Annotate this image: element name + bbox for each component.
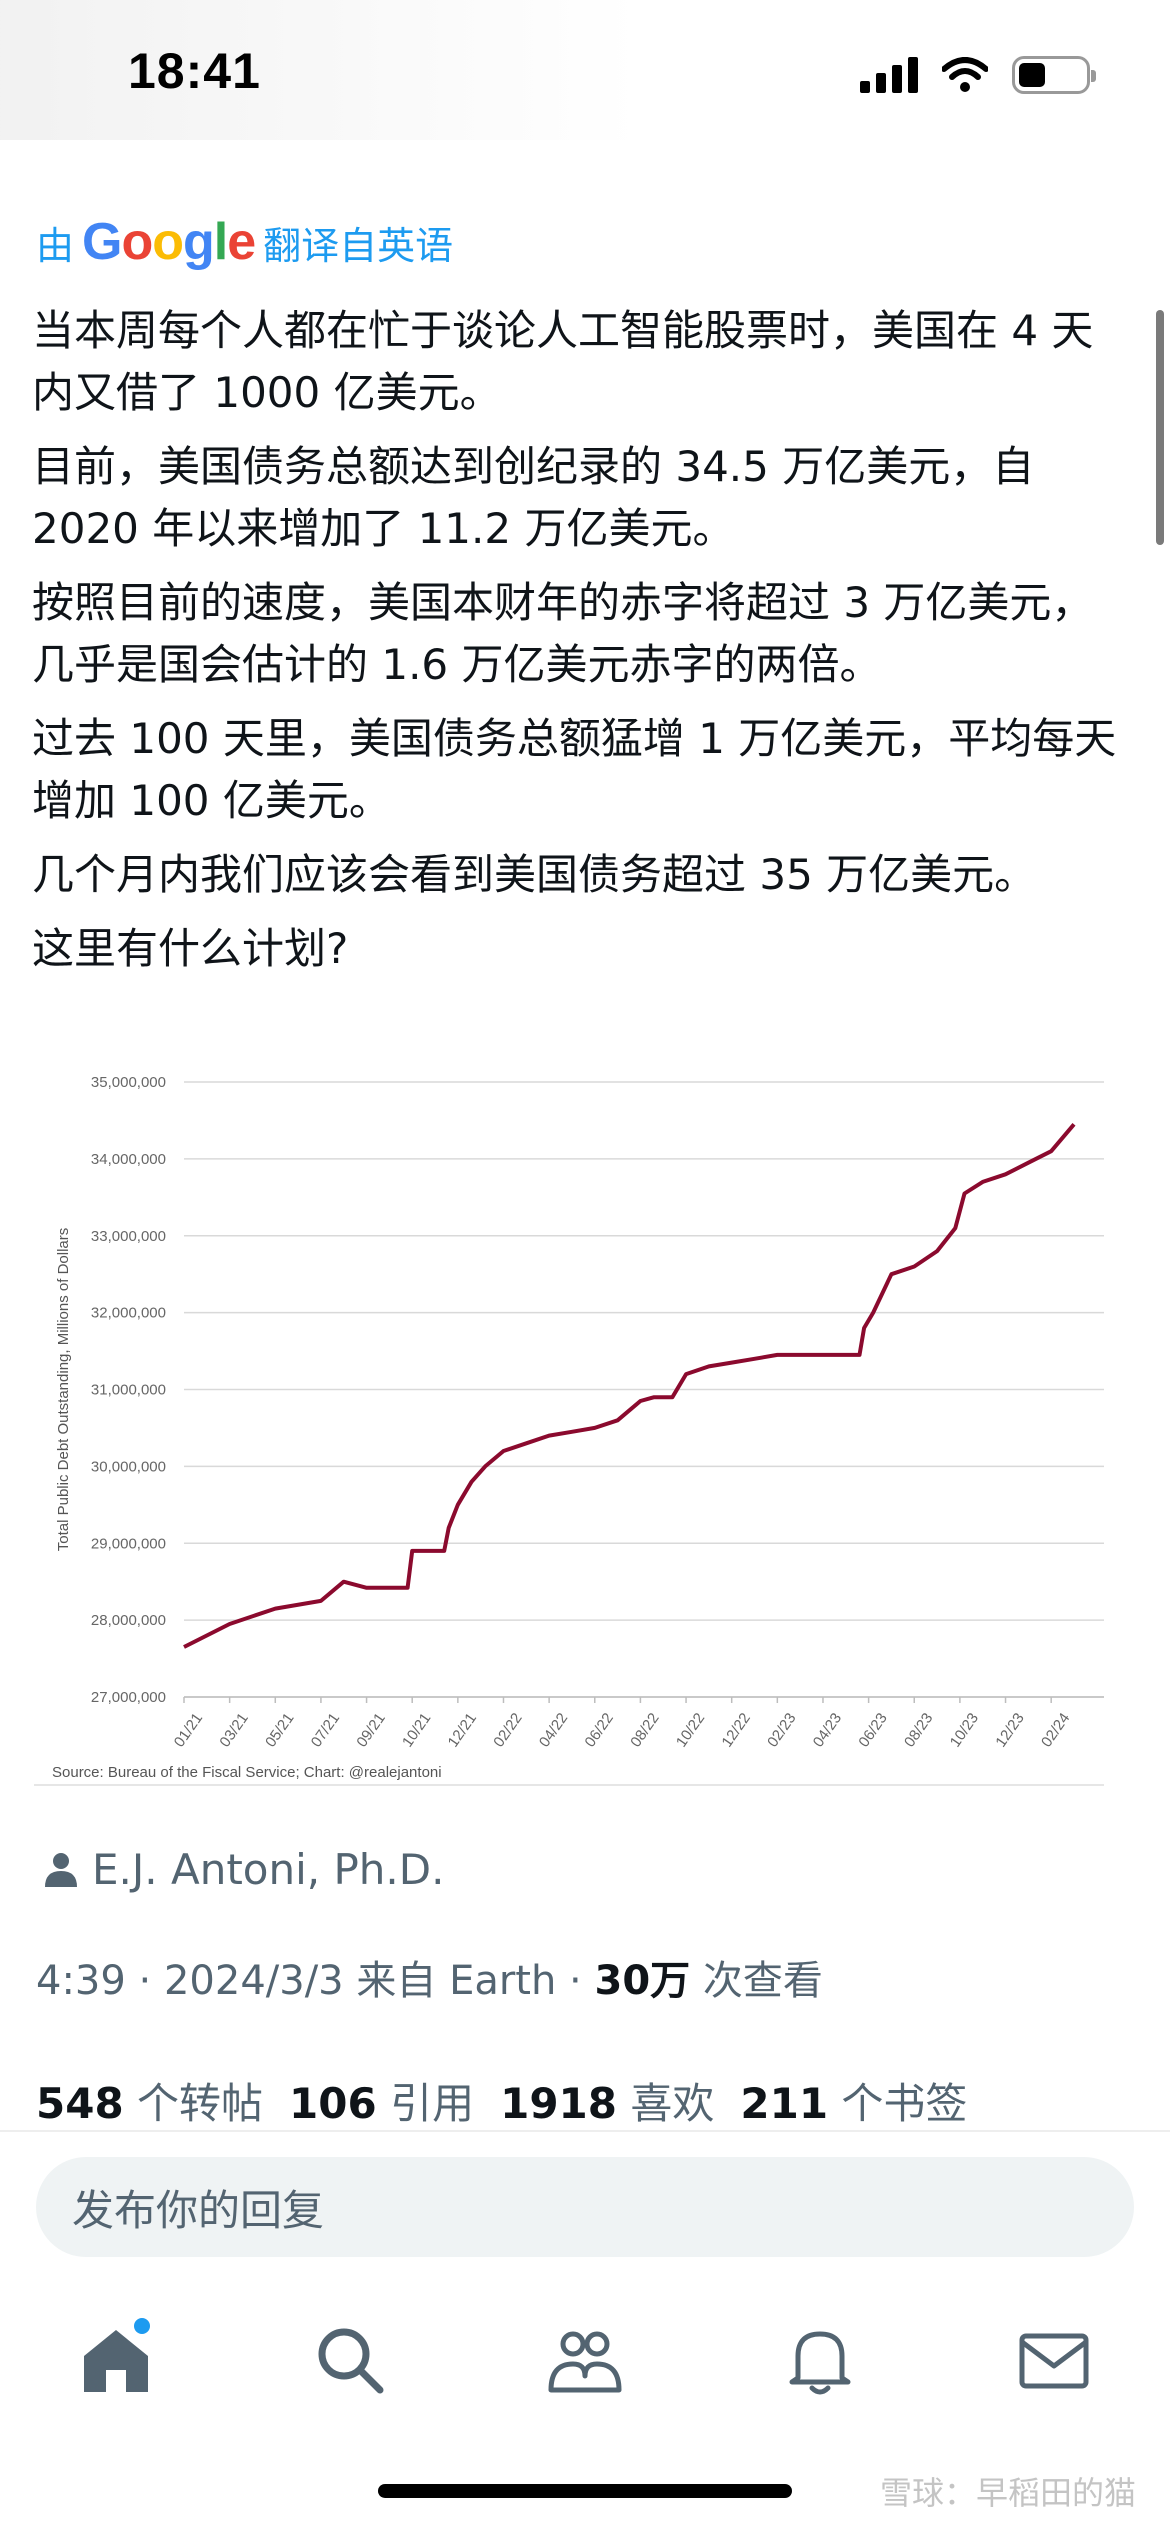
x-tick-label: 10/23 [947, 1710, 982, 1751]
quotes-count: 106 [289, 2079, 377, 2128]
likes-stat[interactable]: 1918 喜欢 [500, 2070, 714, 2131]
reply-placeholder: 发布你的回复 [72, 2185, 325, 2235]
views-count: 30万 [594, 1958, 691, 2004]
x-tick-label: 10/22 [673, 1710, 708, 1751]
y-tick-label: 33,000,000 [91, 1228, 166, 1245]
likes-count: 1918 [500, 2079, 617, 2128]
x-tick-label: 12/23 [992, 1710, 1027, 1751]
retweets-count: 548 [36, 2079, 124, 2128]
status-icons [860, 56, 1096, 94]
x-tick-label: 02/23 [764, 1710, 799, 1751]
x-tick-label: 08/22 [627, 1710, 662, 1751]
views-label: 次查看 [702, 1958, 823, 2004]
bookmarks-count: 211 [740, 2079, 829, 2128]
x-tick-label: 08/23 [901, 1710, 936, 1751]
tweet-paragraph: 当本周每个人都在忙于谈论人工智能股票时，美国在 4 天内又借了 1000 亿美元… [32, 306, 1094, 417]
search-icon [318, 2328, 384, 2394]
y-tick-label: 35,000,000 [91, 1074, 166, 1091]
retweets-stat[interactable]: 548 个转帖 [36, 2070, 263, 2131]
x-tick-label: 09/21 [353, 1710, 388, 1751]
x-tick-label: 06/23 [855, 1710, 890, 1751]
tweet-paragraph: 目前，美国债务总额达到创纪录的 34.5 万亿美元，自 2020 年以来增加了 … [32, 442, 1035, 553]
x-tick-label: 06/22 [582, 1710, 617, 1751]
translate-suffix: 翻译自英语 [263, 223, 454, 268]
communities-icon [548, 2331, 622, 2393]
wifi-icon [942, 57, 988, 92]
home-indicator[interactable] [378, 2484, 792, 2498]
author[interactable]: E.J. Antoni, Ph.D. [44, 1845, 444, 1894]
tweet-meta: 4:39 · 2024/3/3 来自 Earth · 30万 次查看 [36, 1958, 823, 2004]
notification-dot [134, 2318, 150, 2334]
x-tick-label: 04/22 [536, 1710, 571, 1751]
signal-icon [860, 57, 918, 93]
tweet-time: 4:39 [36, 1958, 126, 2004]
x-tick-label: 10/21 [399, 1710, 434, 1751]
y-tick-label: 27,000,000 [91, 1689, 166, 1706]
x-tick-label: 05/21 [262, 1710, 297, 1751]
chart-source: Source: Bureau of the Fiscal Service; Ch… [52, 1764, 442, 1781]
tweet-paragraph: 几个月内我们应该会看到美国债务超过 35 万亿美元。 [32, 850, 1037, 899]
tweet-text: 当本周每个人都在忙于谈论人工智能股票时，美国在 4 天内又借了 1000 亿美元… [32, 300, 1122, 992]
bell-icon [789, 2331, 851, 2395]
nav-communities[interactable] [545, 2320, 625, 2400]
bottom-nav [0, 2300, 1170, 2450]
quotes-label: 引用 [390, 2079, 475, 2128]
y-tick-label: 31,000,000 [91, 1382, 166, 1399]
nav-search[interactable] [310, 2320, 390, 2400]
tweet-stats: 548 个转帖 106 引用 1918 喜欢 211 个书签 [36, 2070, 967, 2131]
x-tick-label: 03/21 [216, 1710, 251, 1751]
y-tick-label: 32,000,000 [91, 1305, 166, 1322]
translate-prefix: 由 [36, 223, 75, 268]
y-tick-label: 30,000,000 [91, 1458, 166, 1475]
x-tick-label: 01/21 [171, 1710, 206, 1751]
watermark: 雪球：早稻田的猫 [879, 2474, 1136, 2512]
nav-notifications[interactable] [780, 2320, 860, 2400]
home-icon [84, 2330, 148, 2392]
reply-input[interactable]: 发布你的回复 [36, 2157, 1134, 2257]
bookmarks-stat[interactable]: 211 个书签 [740, 2070, 967, 2131]
translated-by-google[interactable]: 由 Google 翻译自英语 [36, 212, 453, 272]
x-tick-label: 02/22 [490, 1710, 525, 1751]
scroll-indicator[interactable] [1156, 310, 1164, 545]
nav-messages[interactable] [1014, 2320, 1094, 2400]
y-axis-label: Total Public Debt Outstanding, Millions … [55, 1228, 72, 1551]
chart-divider [34, 1784, 1104, 1786]
debt-series-line [183, 1123, 1076, 1649]
y-tick-label: 29,000,000 [91, 1535, 166, 1552]
nav-home[interactable] [76, 2318, 156, 2400]
person-icon [45, 1852, 77, 1887]
y-tick-label: 34,000,000 [91, 1151, 166, 1168]
status-bar-ghost [0, 0, 640, 140]
author-name: E.J. Antoni, Ph.D. [92, 1845, 445, 1894]
google-logo: Google [82, 213, 256, 271]
status-time: 18:41 [128, 43, 261, 99]
debt-chart-svg: 27,000,000 28,000,000 29,000,000 30,000,000… [52, 1074, 1114, 1781]
x-tick-label: 04/23 [810, 1710, 845, 1751]
x-tick-label: 02/24 [1038, 1710, 1073, 1751]
mail-icon [1019, 2333, 1089, 2389]
battery-icon [1012, 56, 1096, 94]
likes-label: 喜欢 [630, 2079, 715, 2128]
tweet-paragraph: 这里有什么计划? [32, 924, 349, 973]
debt-chart[interactable]: 27,000,000 28,000,000 29,000,000 30,000,000… [34, 1040, 1114, 1790]
retweets-label: 个转帖 [137, 2079, 264, 2128]
tweet-paragraph: 按照目前的速度，美国本财年的赤字将超过 3 万亿美元，几乎是国会估计的 1.6 … [32, 578, 1094, 689]
x-tick-label: 12/21 [445, 1710, 480, 1751]
tweet-date: 2024/3/3 [163, 1958, 344, 2004]
quotes-stat[interactable]: 106 引用 [289, 2070, 474, 2131]
stats-divider [0, 2130, 1170, 2132]
x-tick-label: 12/22 [718, 1710, 753, 1751]
tweet-source: 来自 Earth [356, 1958, 557, 2004]
tweet-paragraph: 过去 100 天里，美国债务总额猛增 1 万亿美元，平均每天增加 100 亿美元… [32, 714, 1117, 825]
status-bar: 18:41 [0, 0, 1170, 150]
x-tick-label: 07/21 [308, 1710, 343, 1751]
bookmarks-label: 个书签 [841, 2079, 968, 2128]
y-tick-label: 28,000,000 [91, 1612, 166, 1629]
